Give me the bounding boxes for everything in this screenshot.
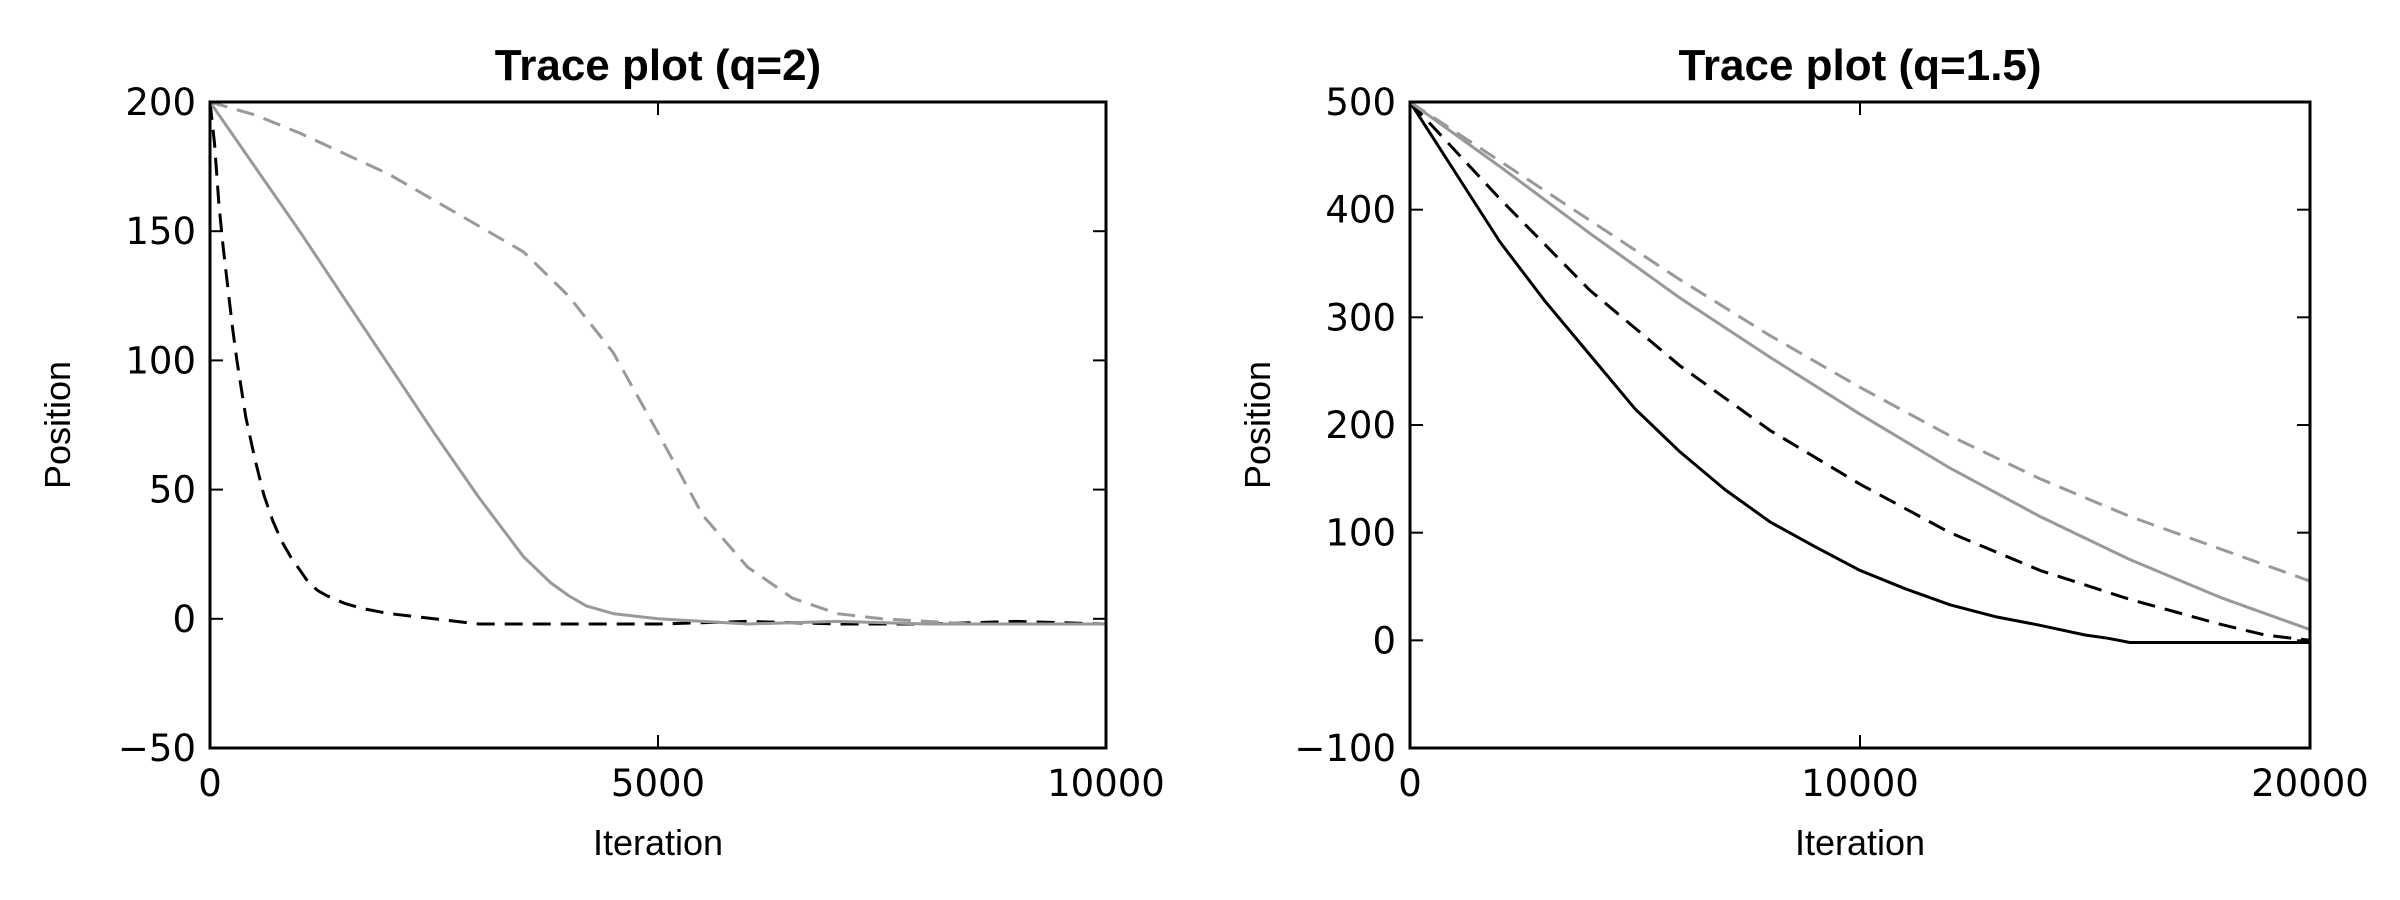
y-tick-label: −50 bbox=[118, 727, 196, 770]
chart-title: Trace plot (q=1.5) bbox=[1678, 41, 2041, 90]
y-tick-label: 0 bbox=[172, 598, 196, 641]
series-line-1 bbox=[210, 102, 1106, 626]
y-tick-label: 300 bbox=[1325, 296, 1396, 339]
y-tick-label: 400 bbox=[1325, 189, 1396, 232]
chart-title: Trace plot (q=2) bbox=[495, 41, 821, 90]
y-tick-label: 200 bbox=[1325, 404, 1396, 447]
y-tick-label: 50 bbox=[149, 469, 196, 512]
x-axis-label: Iteration bbox=[1795, 822, 1925, 863]
series-lines bbox=[1410, 102, 2310, 644]
plot-frame bbox=[208, 100, 1108, 750]
x-tick-label: 10000 bbox=[1047, 762, 1165, 805]
x-tick-label: 0 bbox=[1398, 762, 1422, 805]
series-line-2 bbox=[1410, 102, 2310, 642]
chart-panel-left: Trace plot (q=2) Iteration Position 0 500… bbox=[37, 41, 1165, 863]
series-line-3 bbox=[1410, 102, 2310, 632]
y-tick-label: −100 bbox=[1294, 727, 1396, 770]
x-tick-label: 20000 bbox=[2251, 762, 2369, 805]
series-line-2 bbox=[210, 102, 1106, 626]
x-tick-label: 10000 bbox=[1801, 762, 1919, 805]
x-tick-label: 5000 bbox=[611, 762, 705, 805]
y-tick-label: 100 bbox=[125, 339, 196, 382]
y-tick-label: 150 bbox=[125, 210, 196, 253]
y-tick-label: 500 bbox=[1325, 81, 1396, 124]
series-line-1 bbox=[1410, 102, 2310, 644]
y-axis-label: Position bbox=[37, 361, 78, 489]
y-axis-label: Position bbox=[1237, 361, 1278, 489]
y-tick-label: 200 bbox=[125, 81, 196, 124]
series-lines bbox=[210, 102, 1106, 626]
chart-panel-right: Trace plot (q=1.5) Iteration Position 0 1… bbox=[1237, 41, 2369, 863]
series-line-3 bbox=[210, 102, 1106, 626]
series-line-4 bbox=[1410, 102, 2310, 583]
x-tick-label: 0 bbox=[198, 762, 222, 805]
y-tick-label: 100 bbox=[1325, 512, 1396, 555]
y-tick-label: 0 bbox=[1372, 619, 1396, 662]
x-axis-label: Iteration bbox=[593, 822, 723, 863]
